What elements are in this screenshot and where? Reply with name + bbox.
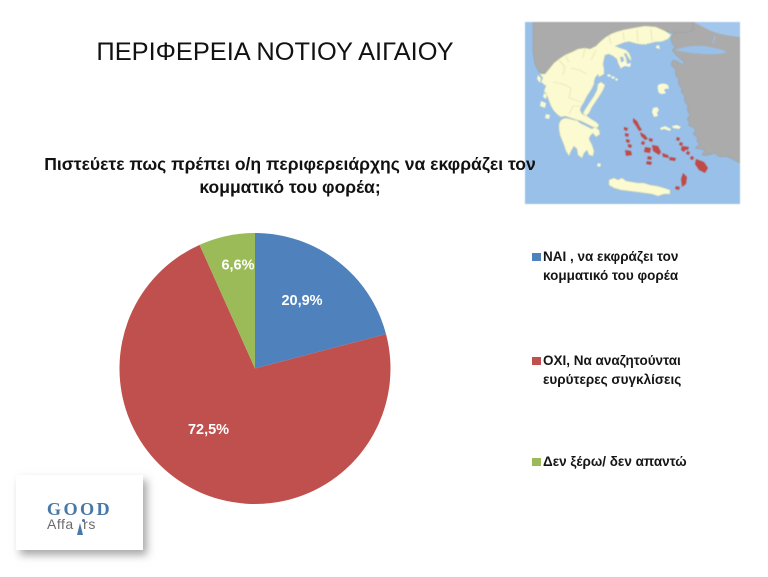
svg-text:72,5%: 72,5%	[188, 422, 229, 438]
svg-text:20,9%: 20,9%	[281, 293, 322, 309]
svg-text:6,6%: 6,6%	[221, 258, 254, 274]
